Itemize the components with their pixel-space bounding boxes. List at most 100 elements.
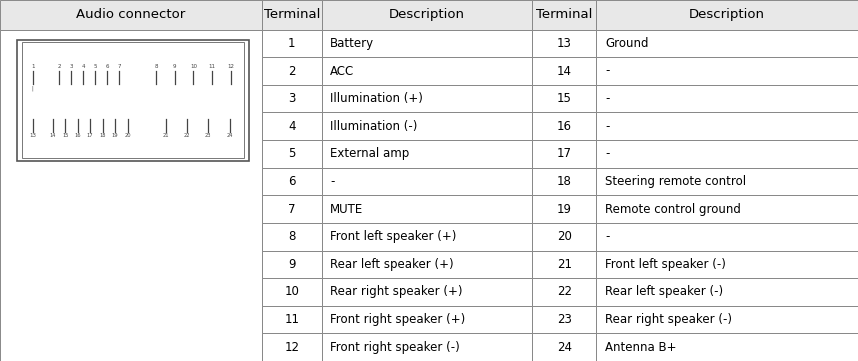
Bar	[596, 30, 858, 57]
Text: Remote control ground: Remote control ground	[605, 203, 740, 216]
Bar	[596, 0, 858, 30]
Text: 11: 11	[208, 65, 215, 69]
Text: 21: 21	[162, 133, 169, 138]
Bar	[262, 223, 322, 251]
Text: 8: 8	[154, 65, 158, 69]
Text: 12: 12	[284, 341, 299, 354]
Bar	[322, 0, 532, 30]
Bar	[262, 278, 322, 306]
Bar	[322, 85, 532, 113]
Bar	[322, 223, 532, 251]
Text: Rear right speaker (-): Rear right speaker (-)	[605, 313, 732, 326]
Text: Front right speaker (-): Front right speaker (-)	[330, 341, 460, 354]
Text: 17: 17	[87, 133, 94, 138]
Bar	[262, 112, 322, 140]
Bar	[596, 112, 858, 140]
Bar	[532, 140, 596, 168]
Bar	[532, 168, 596, 195]
Text: Description: Description	[689, 8, 765, 21]
Text: Ground: Ground	[605, 37, 649, 50]
Text: 22: 22	[557, 286, 571, 299]
Text: -: -	[605, 230, 609, 243]
Text: 7: 7	[118, 65, 121, 69]
Text: MUTE: MUTE	[330, 203, 364, 216]
Bar	[262, 140, 322, 168]
Bar	[532, 0, 596, 30]
Bar	[532, 223, 596, 251]
Text: 5: 5	[94, 65, 97, 69]
Bar	[532, 57, 596, 85]
Text: 22: 22	[184, 133, 190, 138]
Text: 15: 15	[557, 92, 571, 105]
Text: 14: 14	[557, 65, 571, 78]
Text: 21: 21	[557, 258, 571, 271]
Text: -: -	[605, 147, 609, 160]
Text: 2: 2	[57, 65, 61, 69]
Text: 15: 15	[62, 133, 69, 138]
Bar	[596, 195, 858, 223]
Bar	[262, 195, 322, 223]
Text: ACC: ACC	[330, 65, 354, 78]
Bar	[262, 85, 322, 113]
Text: 16: 16	[557, 120, 571, 133]
Text: Front left speaker (-): Front left speaker (-)	[605, 258, 726, 271]
Bar	[17, 40, 249, 161]
Text: Description: Description	[389, 8, 465, 21]
Bar	[322, 112, 532, 140]
Text: 19: 19	[557, 203, 571, 216]
Text: External amp: External amp	[330, 147, 409, 160]
Text: Antenna B+: Antenna B+	[605, 341, 676, 354]
Text: 16: 16	[75, 133, 81, 138]
Text: 13: 13	[29, 133, 36, 138]
Bar	[262, 334, 322, 361]
Text: 3: 3	[69, 65, 73, 69]
Bar	[532, 112, 596, 140]
Bar	[532, 334, 596, 361]
Bar	[322, 306, 532, 334]
Bar	[322, 195, 532, 223]
Text: Illumination (+): Illumination (+)	[330, 92, 423, 105]
Text: 10: 10	[190, 65, 197, 69]
Text: 24: 24	[227, 133, 233, 138]
Text: Rear left speaker (+): Rear left speaker (+)	[330, 258, 454, 271]
Text: Rear right speaker (+): Rear right speaker (+)	[330, 286, 462, 299]
Bar	[596, 223, 858, 251]
Text: 6: 6	[106, 65, 109, 69]
Text: Terminal: Terminal	[536, 8, 592, 21]
Text: 1: 1	[288, 37, 295, 50]
Bar	[532, 278, 596, 306]
Bar	[262, 306, 322, 334]
Text: 11: 11	[284, 313, 299, 326]
Text: 14: 14	[50, 133, 56, 138]
Text: -: -	[605, 120, 609, 133]
Text: 23: 23	[205, 133, 212, 138]
Text: 13: 13	[557, 37, 571, 50]
Bar	[596, 57, 858, 85]
Text: 4: 4	[288, 120, 295, 133]
Bar	[322, 251, 532, 278]
Text: 2: 2	[288, 65, 295, 78]
Text: 17: 17	[557, 147, 571, 160]
Text: 10: 10	[284, 286, 299, 299]
Bar	[596, 251, 858, 278]
Bar	[322, 168, 532, 195]
Text: 9: 9	[173, 65, 177, 69]
Bar	[532, 30, 596, 57]
Text: 20: 20	[557, 230, 571, 243]
Bar	[262, 168, 322, 195]
Bar	[322, 57, 532, 85]
Bar	[596, 85, 858, 113]
Bar	[596, 140, 858, 168]
Text: 5: 5	[288, 147, 295, 160]
Bar	[262, 30, 322, 57]
Text: |: |	[32, 85, 33, 91]
Text: 1: 1	[31, 65, 34, 69]
Bar	[262, 57, 322, 85]
Text: 24: 24	[557, 341, 571, 354]
Text: 8: 8	[288, 230, 295, 243]
Bar	[322, 30, 532, 57]
Text: Front right speaker (+): Front right speaker (+)	[330, 313, 466, 326]
Text: Rear left speaker (-): Rear left speaker (-)	[605, 286, 723, 299]
Text: 23: 23	[557, 313, 571, 326]
Text: Audio connector: Audio connector	[76, 8, 185, 21]
